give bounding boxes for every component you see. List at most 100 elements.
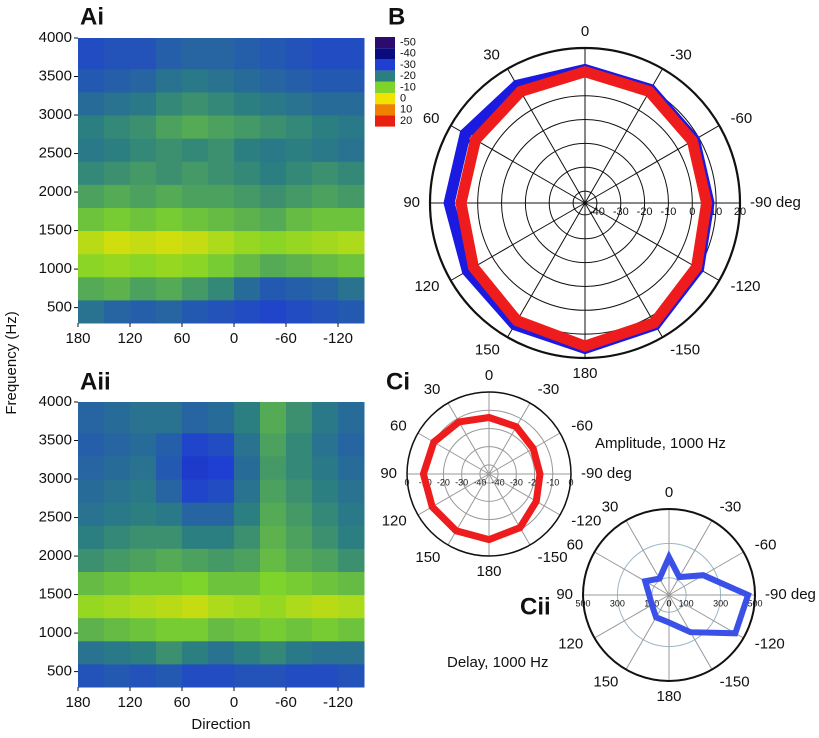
heat-cell xyxy=(208,299,235,324)
heat-cell xyxy=(130,402,157,434)
grid-spoke xyxy=(447,402,490,475)
heat-cell xyxy=(104,502,131,526)
heat-cell xyxy=(312,299,339,324)
heat-cell xyxy=(104,207,131,232)
theta-tick-label: 180 xyxy=(572,365,597,382)
heat-cell xyxy=(286,207,313,232)
heat-cell xyxy=(312,594,339,619)
heat-cell xyxy=(260,479,287,503)
colorbar-swatch xyxy=(375,115,395,127)
heat-cell xyxy=(182,455,209,480)
theta-tick-label: 120 xyxy=(382,512,407,529)
grid-spoke xyxy=(488,402,531,475)
heat-cell xyxy=(234,663,261,688)
heat-cell xyxy=(104,276,131,301)
x-tick-label: 60 xyxy=(174,694,191,711)
polar-frame xyxy=(428,46,742,360)
heat-cell xyxy=(260,161,287,185)
grid-spoke xyxy=(668,520,713,596)
heat-cell xyxy=(208,115,235,139)
heat-cell xyxy=(182,230,209,255)
theta-tick-label: -30 xyxy=(538,381,560,398)
theta-tick-label: 150 xyxy=(593,674,618,691)
heat-cell xyxy=(78,502,105,526)
heat-cell xyxy=(130,594,157,619)
y-tick-label: 4000 xyxy=(39,393,72,410)
heat-cell xyxy=(312,548,339,572)
heat-cell xyxy=(208,161,235,185)
heat-cell xyxy=(182,91,209,116)
heat-cell xyxy=(104,161,131,185)
colorbar-swatch xyxy=(375,37,395,49)
r-tick-label: -10 xyxy=(661,206,677,218)
heat-cell xyxy=(338,38,365,70)
theta-tick-label: 90 xyxy=(380,465,397,482)
r-tick-label: -20 xyxy=(528,477,541,487)
heat-cell xyxy=(208,276,235,301)
heat-cell xyxy=(156,432,183,457)
heat-cell xyxy=(234,594,261,619)
heat-cell xyxy=(78,207,105,232)
heat-cell xyxy=(312,207,339,232)
heat-cell xyxy=(260,594,287,619)
y-tick-label: 1500 xyxy=(39,586,72,603)
panel-label: Ai xyxy=(80,3,104,30)
y-tick-label: 4000 xyxy=(39,29,72,46)
heat-cell xyxy=(286,38,313,70)
heat-cell xyxy=(338,571,365,596)
heat-cell xyxy=(338,253,365,278)
heat-cell xyxy=(286,253,313,278)
heat-cell xyxy=(312,525,339,549)
x-tick-label: 180 xyxy=(65,694,90,711)
heat-cell xyxy=(78,138,105,162)
heat-cell xyxy=(312,115,339,139)
heat-cell xyxy=(156,276,183,301)
heat-cell xyxy=(104,571,131,596)
heat-cell xyxy=(182,432,209,457)
heat-cell xyxy=(286,91,313,116)
theta-tick-label: 30 xyxy=(424,381,441,398)
heat-cell xyxy=(104,184,131,208)
heat-cell xyxy=(312,161,339,185)
colorbar-swatch xyxy=(375,70,395,82)
y-tick-label: 3500 xyxy=(39,67,72,84)
theta-tick-label: -60 xyxy=(755,536,777,553)
heat-cell xyxy=(78,299,105,324)
heat-cell xyxy=(234,184,261,208)
heat-cell xyxy=(130,525,157,549)
x-axis-label: Direction xyxy=(191,716,250,733)
heat-cell xyxy=(104,594,131,619)
grid-spoke xyxy=(625,520,670,596)
colorbar-swatch xyxy=(375,81,395,93)
heat-cell xyxy=(156,91,183,116)
heat-cell xyxy=(156,548,183,572)
heat-cell xyxy=(78,455,105,480)
heat-cell xyxy=(208,68,235,93)
colorbar-label: 10 xyxy=(400,104,412,116)
heat-cell xyxy=(260,38,287,70)
heat-cell xyxy=(286,617,313,642)
r-tick-label: -20 xyxy=(437,477,450,487)
heat-cell xyxy=(156,207,183,232)
heat-cell xyxy=(260,138,287,162)
colorbar-swatch xyxy=(375,59,395,71)
r-tick-label: -10 xyxy=(546,477,559,487)
y-tick-label: 500 xyxy=(47,663,72,680)
grid-spoke xyxy=(507,202,586,338)
y-tick-label: 2500 xyxy=(39,145,72,162)
heat-cell xyxy=(130,276,157,301)
heat-cell xyxy=(260,115,287,139)
heat-cell xyxy=(338,502,365,526)
polar-series xyxy=(641,550,752,637)
heat-cell xyxy=(286,230,313,255)
heat-cell xyxy=(338,91,365,116)
heat-cell xyxy=(208,548,235,572)
polar-series xyxy=(455,66,713,352)
heat-cell xyxy=(78,479,105,503)
heat-cell xyxy=(208,91,235,116)
heat-cell xyxy=(104,253,131,278)
y-tick-label: 1000 xyxy=(39,260,72,277)
heat-cell xyxy=(338,68,365,93)
heat-cell xyxy=(104,38,131,70)
